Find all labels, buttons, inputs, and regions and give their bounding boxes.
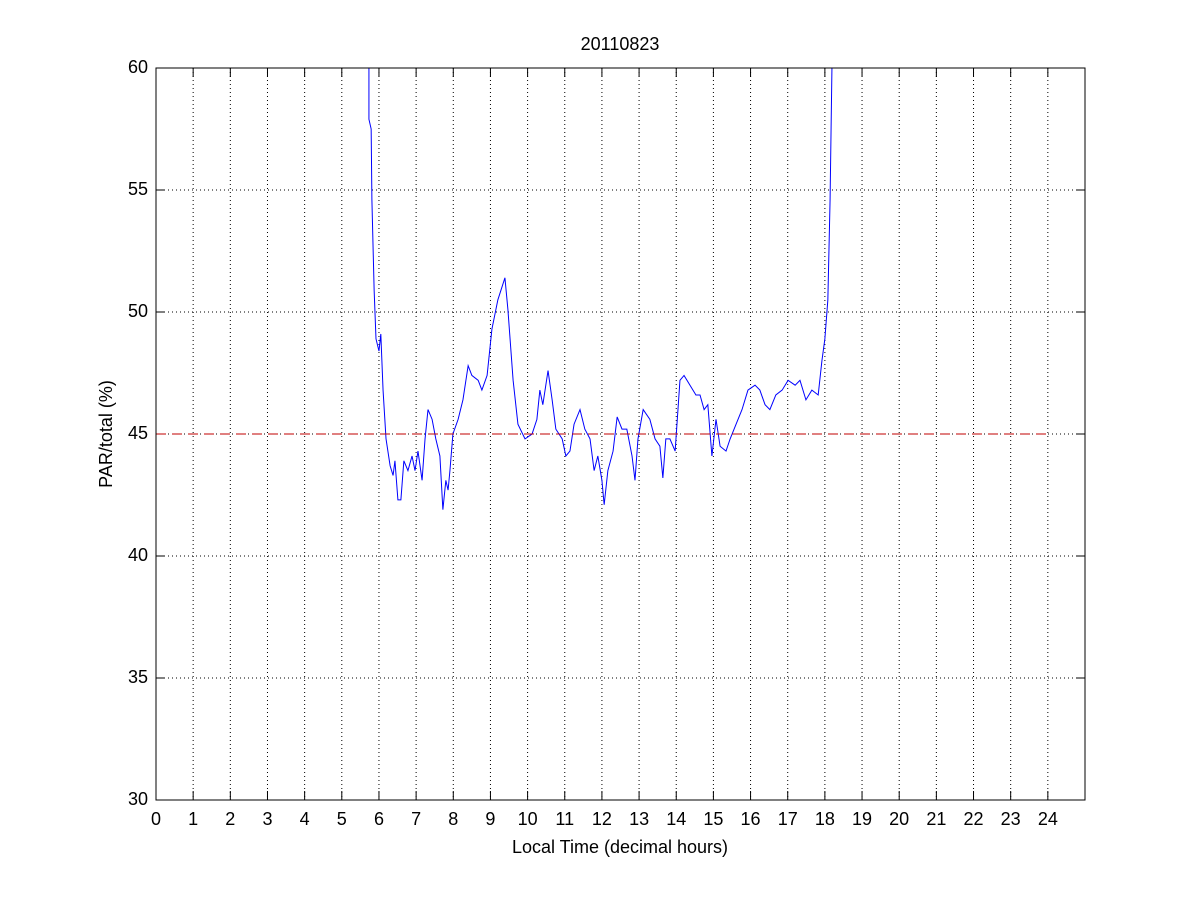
x-tick-label: 10 [518, 809, 538, 829]
chart-title: 20110823 [581, 34, 660, 54]
x-tick-label: 21 [926, 809, 946, 829]
y-tick-label: 50 [128, 301, 148, 321]
x-tick-label: 0 [151, 809, 161, 829]
x-tick-label: 24 [1038, 809, 1058, 829]
x-tick-label: 14 [666, 809, 686, 829]
x-tick-label: 12 [592, 809, 612, 829]
x-tick-label: 23 [1001, 809, 1021, 829]
x-tick-label: 5 [337, 809, 347, 829]
x-tick-label: 20 [889, 809, 909, 829]
x-tick-label: 15 [703, 809, 723, 829]
x-tick-label: 16 [741, 809, 761, 829]
x-tick-label: 1 [188, 809, 198, 829]
x-tick-label: 8 [448, 809, 458, 829]
x-tick-label: 6 [374, 809, 384, 829]
plot-frame [155, 67, 1086, 801]
x-axis-label: Local Time (decimal hours) [512, 837, 728, 857]
x-tick-label: 11 [555, 809, 574, 829]
x-tick-label: 17 [778, 809, 798, 829]
x-tick-label: 18 [815, 809, 835, 829]
x-tick-label: 19 [852, 809, 872, 829]
y-axis-label: PAR/total (%) [96, 380, 116, 488]
y-tick-label: 35 [128, 667, 148, 687]
x-tick-label: 2 [225, 809, 235, 829]
y-tick-label: 45 [128, 423, 148, 443]
y-tick-label: 30 [128, 789, 148, 809]
x-tick-label: 9 [485, 809, 495, 829]
data-line [368, 68, 833, 510]
x-tick-label: 13 [629, 809, 649, 829]
y-tick-label: 60 [128, 57, 148, 77]
x-tick-label: 3 [262, 809, 272, 829]
y-tick-label: 40 [128, 545, 148, 565]
y-tick-label: 55 [128, 179, 148, 199]
x-tick-label: 22 [964, 809, 984, 829]
x-tick-label: 4 [300, 809, 310, 829]
x-tick-label: 7 [411, 809, 421, 829]
